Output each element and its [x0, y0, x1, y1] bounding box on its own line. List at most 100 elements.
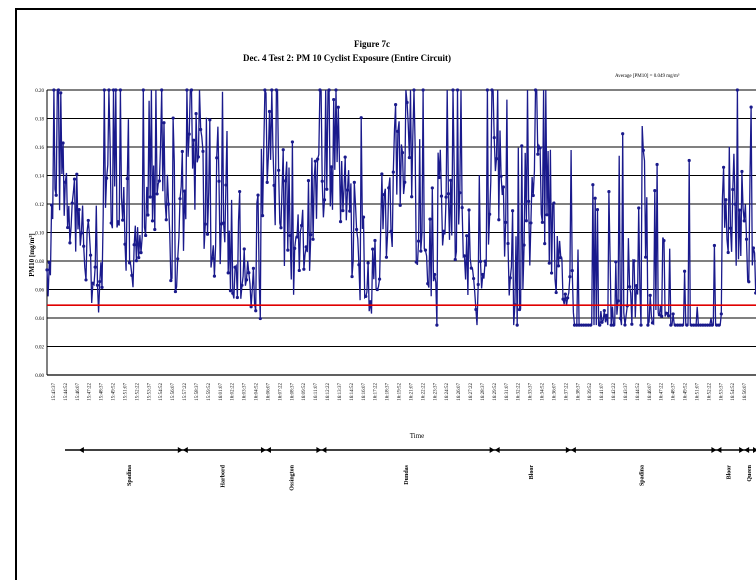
data-point [717, 323, 721, 327]
x-tick-label: 16:29:52 [493, 383, 498, 401]
data-point [607, 190, 611, 194]
data-point [166, 202, 171, 206]
data-point [311, 237, 315, 241]
data-point [389, 229, 393, 233]
x-tick-label: 16:44:52 [636, 383, 641, 401]
data-point [210, 256, 214, 261]
y-tick-label: 0.12 [35, 203, 44, 208]
data-point [247, 271, 251, 275]
data-point [199, 127, 203, 132]
data-point [609, 323, 613, 327]
x-tick-label: 16:36:07 [552, 383, 557, 401]
data-point [355, 227, 359, 232]
data-point [109, 221, 113, 225]
data-point [377, 277, 382, 281]
data-point [160, 88, 164, 92]
leg-arrow-right [753, 447, 756, 453]
data-point [579, 323, 583, 327]
x-tick-label: 15:57:22 [183, 383, 188, 401]
data-point [63, 180, 67, 184]
data-point [334, 88, 338, 92]
data-point [256, 193, 260, 197]
x-tick-label: 16:11:07 [314, 383, 319, 401]
data-point [329, 165, 333, 169]
data-point [678, 323, 682, 327]
x-tick-label: 15:44:52 [64, 383, 69, 401]
data-point [359, 116, 363, 120]
data-point [382, 193, 386, 197]
data-point [710, 323, 714, 327]
data-point [183, 189, 187, 193]
data-point [721, 165, 726, 169]
x-tick-label: 16:08:37 [290, 383, 295, 401]
data-point [100, 285, 104, 289]
data-point [201, 149, 205, 153]
data-point [437, 175, 441, 180]
data-point [634, 283, 639, 288]
data-point [563, 292, 567, 296]
data-point [527, 199, 531, 203]
data-point [488, 212, 492, 216]
data-point [320, 179, 324, 183]
data-point [61, 141, 65, 145]
data-point [474, 307, 478, 312]
data-point [281, 148, 285, 152]
x-tick-label: 16:32:22 [517, 383, 522, 401]
data-point [373, 238, 377, 243]
x-tick-label: 15:46:07 [76, 383, 81, 401]
data-point [660, 314, 664, 318]
data-point [529, 221, 533, 225]
x-tick-label: 16:46:07 [648, 383, 653, 401]
data-point [692, 323, 696, 327]
data-point [637, 206, 641, 210]
data-point [375, 287, 379, 292]
data-point [194, 111, 198, 116]
data-point [483, 259, 487, 263]
data-point [655, 162, 659, 167]
data-point [203, 222, 207, 226]
data-point [208, 118, 212, 122]
data-point [439, 194, 444, 198]
data-point [416, 239, 421, 243]
data-point [595, 208, 600, 212]
data-point [59, 91, 63, 95]
data-point [726, 250, 730, 255]
data-point [524, 219, 528, 223]
x-tick-label: 15:56:07 [171, 383, 176, 401]
x-tick-label: 16:14:52 [350, 383, 355, 401]
data-point [703, 323, 707, 327]
y-tick-label: 0.02 [35, 346, 44, 351]
data-point [453, 257, 457, 262]
data-point [105, 176, 109, 180]
data-point [341, 208, 345, 213]
data-point [738, 208, 742, 212]
x-tick-label: 16:27:22 [469, 383, 474, 401]
data-point [228, 289, 233, 293]
grid-lines [46, 89, 756, 376]
data-point [446, 192, 450, 196]
data-point [125, 176, 129, 181]
data-point [343, 155, 347, 159]
data-point [405, 100, 409, 105]
data-point [412, 88, 416, 92]
data-point [185, 88, 189, 92]
data-point [400, 151, 405, 155]
leg-arrow-right [316, 447, 322, 453]
x-tick-label: 16:48:37 [672, 383, 677, 401]
data-point [705, 323, 710, 327]
data-point [279, 226, 283, 230]
data-point [157, 179, 161, 183]
x-tick-label: 15:53:37 [147, 383, 152, 401]
x-tick-label: 16:43:37 [624, 383, 629, 401]
data-point [244, 278, 249, 282]
data-point [444, 195, 448, 199]
data-point [467, 208, 471, 212]
data-point [153, 227, 157, 232]
x-tick-label: 16:02:22 [231, 383, 236, 401]
leg-label: Spadina [640, 465, 646, 486]
x-tick-label: 16:41:07 [600, 383, 605, 401]
chart-subtitle: Dec. 4 Test 2: PM 10 Cyclist Exposure (E… [243, 53, 451, 63]
data-point [669, 323, 673, 327]
data-point [212, 274, 217, 278]
x-tick-label: 15:51:07 [123, 383, 128, 401]
